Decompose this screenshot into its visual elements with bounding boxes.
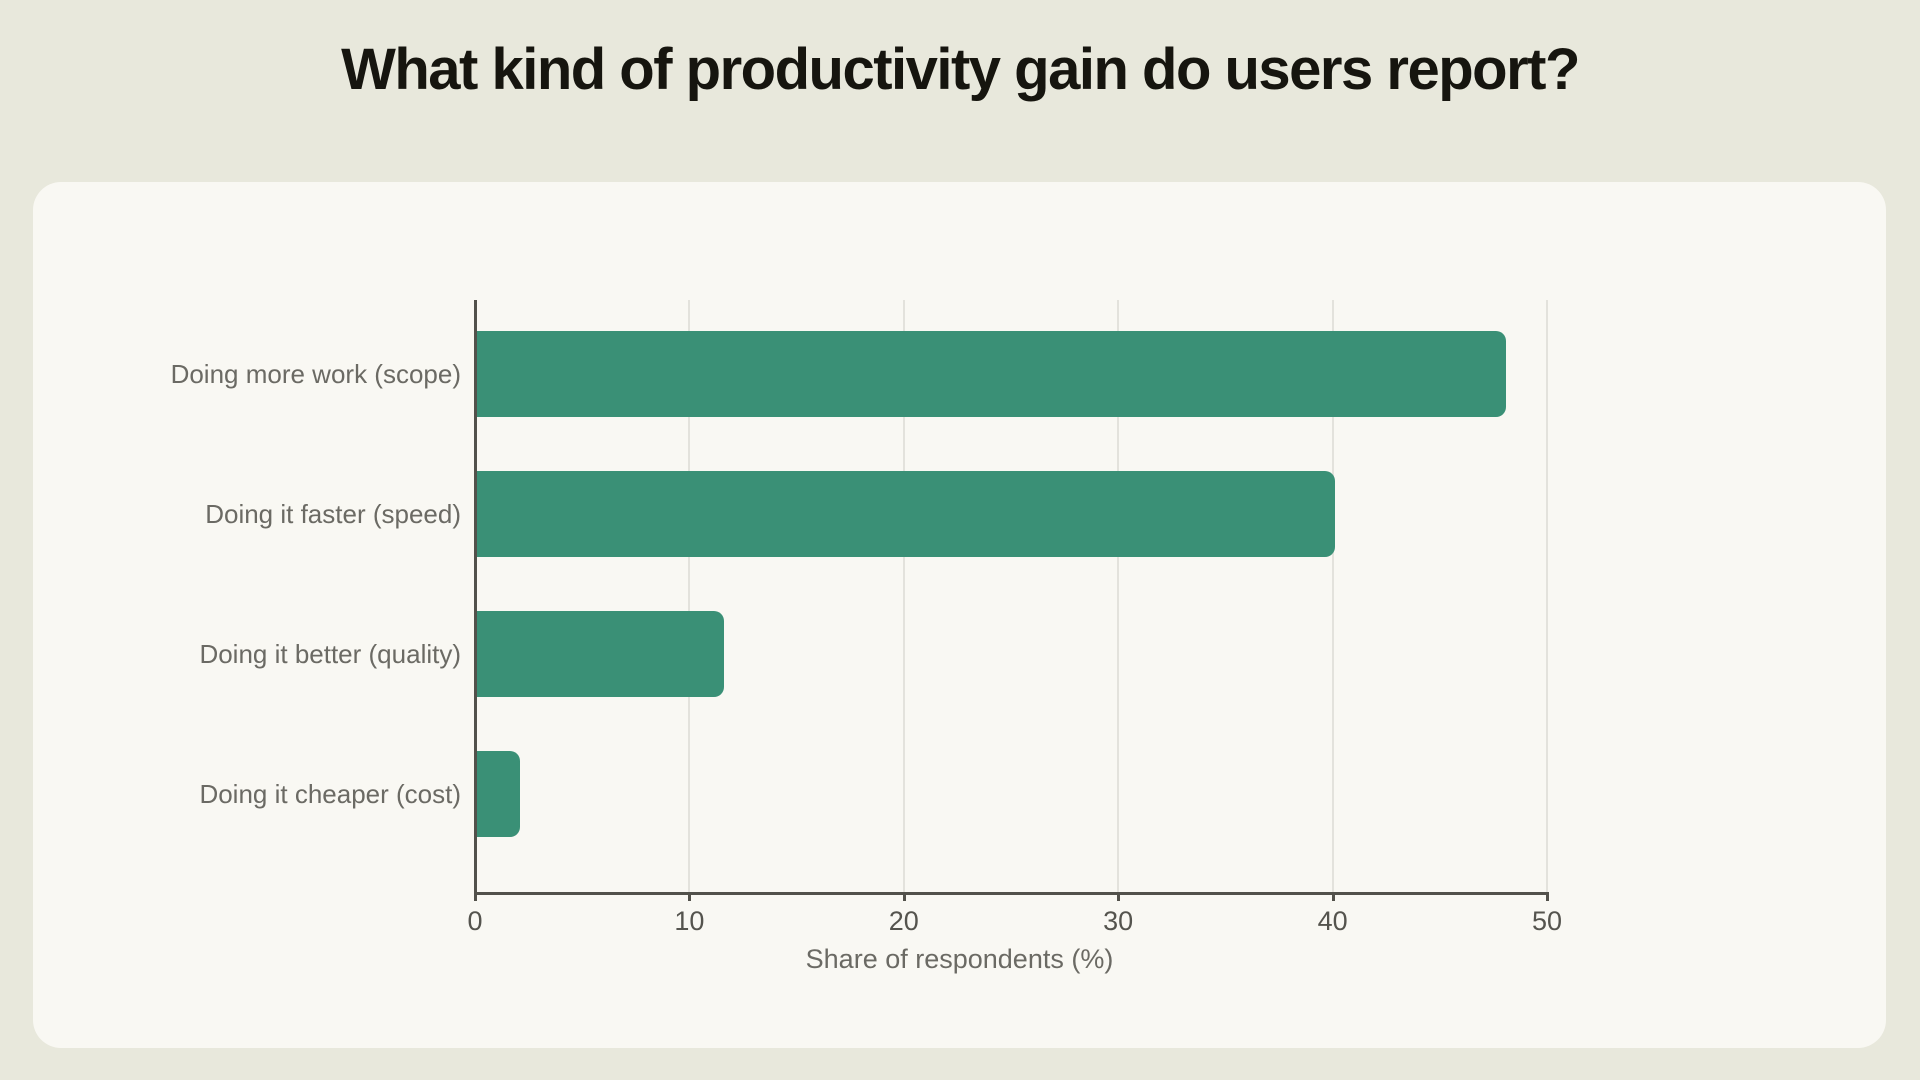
category-label-4: Doing it cheaper (cost) (199, 778, 461, 809)
category-label-2: Doing it faster (speed) (205, 498, 461, 529)
category-label-3: Doing it better (quality) (199, 638, 461, 669)
x-tick-label-50: 50 (1531, 906, 1563, 936)
gridline-20 (902, 300, 905, 892)
x-tick-label-40: 40 (1317, 906, 1348, 936)
x-tick-label-10: 10 (674, 906, 705, 936)
x-tick-label-20: 20 (888, 906, 919, 936)
gridline-50 (1546, 300, 1548, 892)
gridline-40 (1331, 300, 1334, 892)
gridline-10 (688, 300, 691, 892)
category-label-1: Doing more work (scope) (170, 358, 461, 389)
x-tick-mark-20 (902, 892, 906, 901)
x-tick-mark-40 (1331, 892, 1335, 901)
bar-doing-more-work-scope (477, 331, 1507, 417)
bar-doing-it-better-quality (477, 611, 724, 697)
chart-card: 0 10 20 30 40 50 Doing more work (scope) Doing … (33, 182, 1886, 1048)
bar-doing-it-faster-speed (477, 471, 1335, 557)
x-tick-mark-50 (1546, 892, 1549, 901)
plot-area: 0 10 20 30 40 50 Doing more work (scope) Doing … (171, 300, 1562, 936)
x-tick-label-0: 0 (467, 906, 483, 936)
bar-doing-it-cheaper-cost (477, 751, 520, 837)
y-axis-line (474, 300, 477, 892)
x-tick-mark-10 (688, 892, 692, 901)
x-tick-mark-30 (1117, 892, 1121, 901)
x-tick-label-30: 30 (1103, 906, 1134, 936)
x-axis-title: Share of respondents (%) (805, 944, 1114, 974)
x-axis-line (474, 892, 1549, 895)
gridline-30 (1117, 300, 1120, 892)
x-tick-mark-0 (474, 892, 477, 901)
chart-title: What kind of productivity gain do users … (341, 37, 1580, 102)
